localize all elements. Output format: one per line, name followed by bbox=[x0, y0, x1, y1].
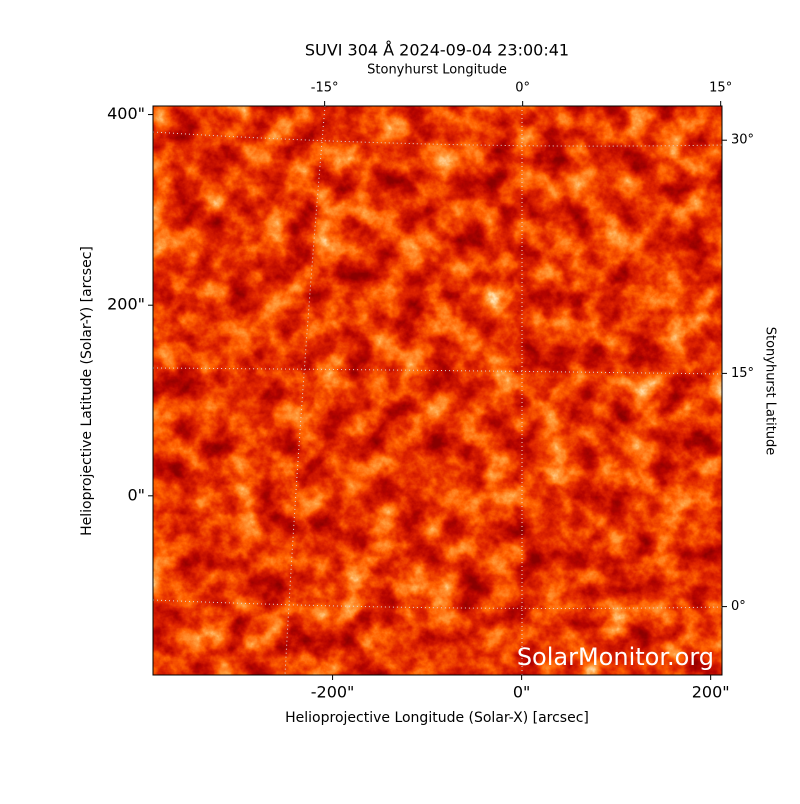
x-axis-label: Helioprojective Longitude (Solar-X) [arc… bbox=[285, 710, 589, 726]
plot-frame bbox=[152, 105, 723, 676]
y2-axis-label: Stonyhurst Latitude bbox=[763, 327, 778, 456]
y-axis-label: Helioprojective Latitude (Solar-Y) [arcs… bbox=[79, 246, 95, 536]
y-tick-label: 400" bbox=[107, 104, 145, 123]
x2-tick-label: -15° bbox=[311, 81, 339, 96]
watermark: SolarMonitor.org bbox=[517, 643, 714, 671]
y2-tick-label: 30° bbox=[731, 133, 754, 148]
x2-tick-label: 15° bbox=[709, 81, 732, 96]
x2-tick-label: 0° bbox=[515, 81, 530, 96]
y2-tick-label: 0° bbox=[731, 599, 746, 614]
coordinate-grid bbox=[153, 106, 722, 675]
x-tick-label: 200" bbox=[692, 683, 730, 702]
y-tick-label: 0" bbox=[127, 485, 145, 504]
solar-image bbox=[153, 106, 722, 675]
chart-title: SUVI 304 Å 2024-09-04 23:00:41 bbox=[305, 41, 569, 60]
y2-tick-label: 15° bbox=[731, 366, 754, 381]
x-tick-label: 0" bbox=[513, 683, 531, 702]
y-tick-label: 200" bbox=[107, 295, 145, 314]
x-tick-label: -200" bbox=[311, 683, 355, 702]
x2-axis-label: Stonyhurst Longitude bbox=[367, 63, 507, 78]
